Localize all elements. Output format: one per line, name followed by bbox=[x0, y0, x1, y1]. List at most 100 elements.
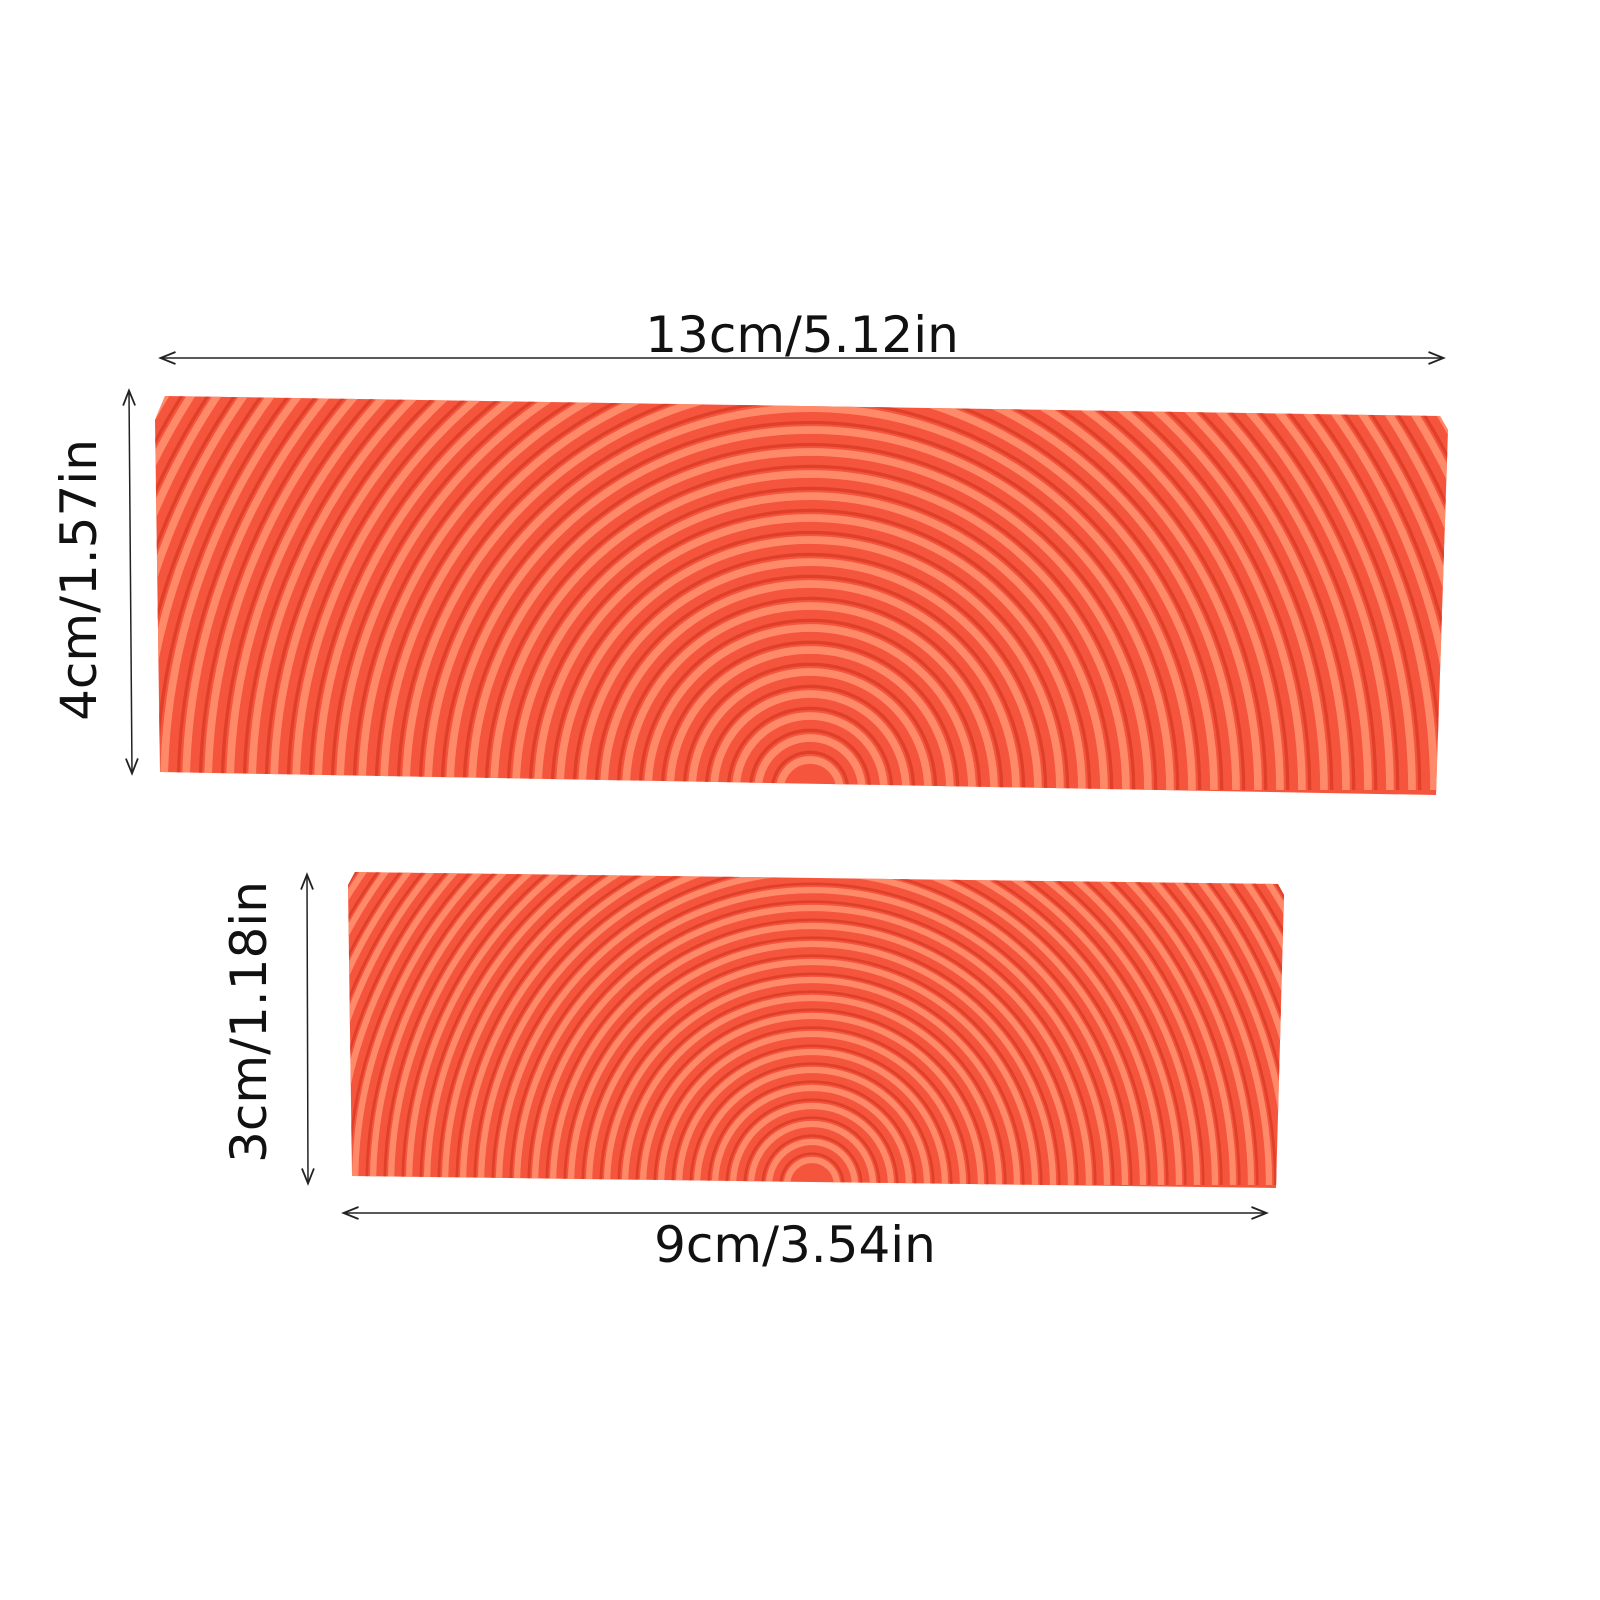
small-height-arrow bbox=[300, 872, 315, 1186]
grain-groove bbox=[155, 396, 1448, 791]
grain-ridge bbox=[348, 872, 1284, 1186]
grain-groove bbox=[545, 918, 1079, 1186]
grain-groove bbox=[220, 396, 1400, 791]
grain-ridge bbox=[358, 396, 1262, 791]
grain-groove bbox=[572, 552, 1048, 791]
grain-groove bbox=[348, 872, 1277, 1186]
grain-ridge bbox=[314, 396, 1306, 791]
grain-groove bbox=[527, 900, 1097, 1186]
grain-ridge bbox=[490, 470, 1130, 791]
grain-groove bbox=[689, 1062, 935, 1186]
grain-ridge bbox=[578, 558, 1042, 791]
grain-groove bbox=[383, 872, 1241, 1186]
grain-groove bbox=[617, 990, 1007, 1186]
grain-ridge bbox=[710, 690, 910, 791]
grain-groove bbox=[401, 872, 1223, 1186]
grain-ridge bbox=[754, 734, 866, 791]
grain-groove bbox=[563, 936, 1061, 1186]
grain-groove bbox=[638, 618, 982, 791]
grain-ridge bbox=[531, 904, 1093, 1186]
large-height-arrow bbox=[122, 388, 139, 776]
grain-groove bbox=[491, 872, 1133, 1186]
grain-groove bbox=[365, 872, 1259, 1186]
grain-ridge bbox=[549, 922, 1075, 1186]
grain-ridge bbox=[747, 1120, 877, 1186]
grain-groove bbox=[660, 640, 960, 791]
grain-ridge bbox=[248, 396, 1372, 791]
grain-ridge bbox=[270, 396, 1350, 791]
grain-groove bbox=[176, 396, 1444, 791]
grain-ridge bbox=[556, 536, 1064, 791]
grain-ridge bbox=[711, 1084, 913, 1186]
grain-groove bbox=[348, 872, 1284, 1186]
grain-groove bbox=[726, 706, 894, 791]
grain-groove bbox=[671, 1044, 953, 1186]
grain-groove bbox=[462, 442, 1158, 791]
grain-ridge bbox=[348, 872, 1284, 1186]
grain-ridge bbox=[776, 756, 844, 791]
grain-groove bbox=[348, 872, 1284, 1186]
grain-groove bbox=[707, 1080, 917, 1186]
grain-ridge bbox=[336, 396, 1284, 791]
grain-groove bbox=[348, 872, 1284, 1186]
grain-ridge bbox=[155, 396, 1448, 791]
grain-ridge bbox=[688, 668, 932, 791]
grain-groove bbox=[635, 1008, 989, 1186]
grain-ridge bbox=[348, 872, 1284, 1186]
grain-groove bbox=[286, 396, 1334, 791]
grain-groove bbox=[616, 596, 1004, 791]
grain-groove bbox=[396, 396, 1224, 791]
grain-ridge bbox=[468, 448, 1152, 791]
small-width-label: 9cm/3.54in bbox=[654, 1216, 936, 1274]
grain-groove bbox=[594, 574, 1026, 791]
grain-ridge bbox=[513, 886, 1111, 1186]
grain-ridge bbox=[534, 514, 1086, 791]
grain-groove bbox=[682, 662, 938, 791]
grain-groove bbox=[155, 396, 1448, 791]
grain-groove bbox=[348, 872, 1284, 1186]
grain-ridge bbox=[657, 1030, 967, 1186]
grain-ridge bbox=[204, 396, 1416, 791]
grain-ridge bbox=[675, 1048, 949, 1186]
grain-groove bbox=[455, 872, 1169, 1186]
grain-ridge bbox=[639, 1012, 985, 1186]
grain-groove bbox=[581, 954, 1043, 1186]
grain-ridge bbox=[155, 396, 1448, 791]
grain-ridge bbox=[477, 872, 1147, 1186]
grain-ridge bbox=[160, 396, 1448, 791]
grain-ridge bbox=[621, 994, 1003, 1186]
grain-groove bbox=[198, 396, 1422, 791]
grain-ridge bbox=[226, 396, 1394, 791]
grain-ridge bbox=[351, 872, 1273, 1186]
grain-ridge bbox=[765, 1138, 859, 1186]
grain-ridge bbox=[387, 872, 1237, 1186]
grain-groove bbox=[779, 1152, 845, 1186]
grain-groove bbox=[155, 396, 1448, 791]
grain-ridge bbox=[729, 1102, 895, 1186]
grain-groove bbox=[330, 396, 1290, 791]
grain-groove bbox=[509, 882, 1115, 1186]
grain-ridge bbox=[402, 396, 1218, 791]
grain-ridge bbox=[423, 872, 1201, 1186]
grain-groove bbox=[473, 872, 1151, 1186]
grain-ridge bbox=[622, 602, 998, 791]
grain-groove bbox=[506, 486, 1114, 791]
grain-ridge bbox=[603, 976, 1021, 1186]
grain-groove bbox=[242, 396, 1378, 791]
grain-groove bbox=[419, 872, 1205, 1186]
grain-groove bbox=[374, 396, 1246, 791]
grain-groove bbox=[653, 1026, 971, 1186]
grain-ridge bbox=[567, 940, 1057, 1186]
grain-ridge bbox=[693, 1066, 931, 1186]
grain-groove bbox=[599, 972, 1025, 1186]
grain-groove bbox=[308, 396, 1312, 791]
grain-ridge bbox=[424, 404, 1196, 791]
grain-groove bbox=[743, 1116, 881, 1186]
grain-groove bbox=[155, 396, 1448, 791]
grain-ridge bbox=[783, 1156, 841, 1186]
grain-ridge bbox=[405, 872, 1219, 1186]
grain-ridge bbox=[600, 580, 1020, 791]
grain-groove bbox=[748, 728, 872, 791]
grain-groove bbox=[770, 750, 850, 791]
